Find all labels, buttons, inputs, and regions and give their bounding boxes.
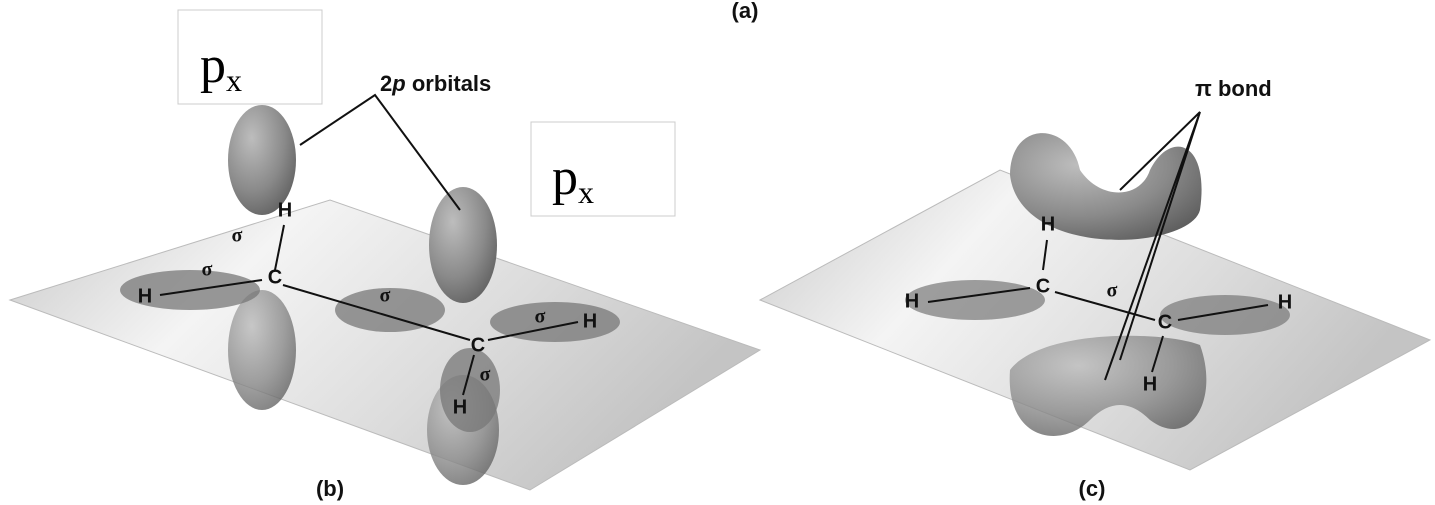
- atom-label: H: [453, 396, 467, 418]
- atom-label: H: [905, 290, 919, 312]
- atom-label: H: [1041, 213, 1055, 235]
- atom-label: C: [471, 334, 485, 356]
- atom-label: H: [583, 310, 597, 332]
- atom-label: C: [268, 266, 282, 288]
- panel-b-art: [8, 105, 762, 491]
- atom-label: H: [1278, 291, 1292, 313]
- label-box: [177, 9, 323, 105]
- caption: (b): [316, 476, 344, 501]
- atom-label: H: [138, 285, 152, 307]
- panel-c-art: [758, 133, 1432, 471]
- pi-label: π bond: [1195, 76, 1272, 101]
- sigma-label: σ: [380, 285, 391, 307]
- orbital-label: 2p orbitals: [380, 71, 491, 96]
- label-part: p: [391, 71, 405, 96]
- px-label: px: [200, 37, 242, 98]
- caption: (a): [732, 0, 759, 23]
- label-part: orbitals: [406, 71, 492, 96]
- sigma-label: σ: [202, 259, 213, 281]
- atom-label: C: [1158, 311, 1172, 333]
- sigma-label: σ: [232, 225, 243, 247]
- atom-label: H: [1143, 373, 1157, 395]
- label-part: 2: [380, 71, 392, 96]
- px-label: px: [552, 149, 594, 210]
- px-main: p: [200, 37, 226, 94]
- atom-label: C: [1036, 275, 1050, 297]
- sigma-label: σ: [535, 306, 546, 328]
- px-sub: x: [578, 174, 594, 210]
- atom-label: H: [278, 199, 292, 221]
- bonds: [159, 93, 1269, 396]
- px-main: p: [552, 149, 578, 206]
- label-box: [530, 121, 676, 217]
- px-sub: x: [226, 62, 242, 98]
- sigma-label: σ: [1107, 280, 1118, 302]
- caption: (c): [1079, 476, 1106, 501]
- sigma-label: σ: [480, 364, 491, 386]
